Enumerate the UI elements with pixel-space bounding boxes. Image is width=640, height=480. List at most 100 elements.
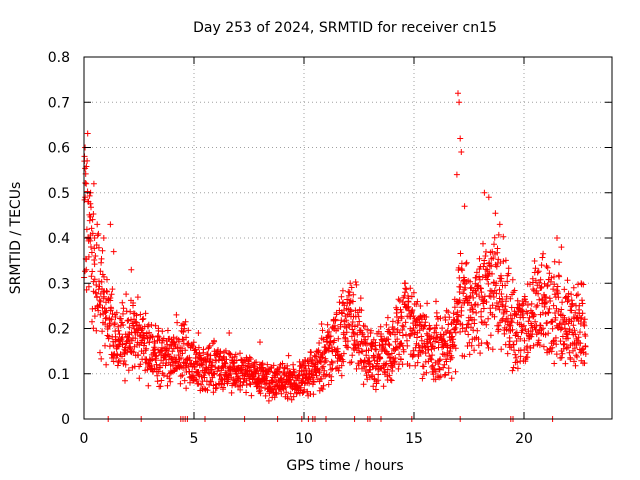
- data-point: [489, 302, 496, 309]
- data-point: [562, 360, 569, 367]
- data-point: [572, 331, 579, 338]
- data-point: [92, 289, 99, 296]
- data-point: [181, 321, 188, 328]
- y-axis-label: SRMTID / TECUs: [8, 182, 24, 295]
- data-point: [95, 307, 102, 314]
- data-point: [347, 280, 354, 287]
- data-points: [81, 90, 589, 422]
- data-point: [337, 321, 344, 328]
- data-point: [166, 370, 173, 377]
- y-tick-label: 0.8: [48, 50, 70, 66]
- data-point: [185, 327, 192, 334]
- data-point: [427, 339, 434, 346]
- data-point: [328, 358, 335, 365]
- x-tick-label: 5: [190, 431, 199, 447]
- data-point: [340, 299, 347, 306]
- data-point: [383, 360, 390, 367]
- data-point: [485, 280, 492, 287]
- data-point: [482, 253, 489, 259]
- data-point: [556, 259, 563, 266]
- data-point: [264, 361, 271, 368]
- data-point: [404, 337, 410, 344]
- data-point: [480, 240, 486, 247]
- data-point: [359, 331, 366, 338]
- data-point: [457, 328, 464, 335]
- data-point: [559, 350, 566, 357]
- data-point: [384, 314, 391, 321]
- data-point: [318, 321, 325, 327]
- data-point: [531, 311, 538, 318]
- data-point: [519, 327, 526, 334]
- data-point: [579, 346, 585, 353]
- data-point: [573, 292, 580, 299]
- data-point: [367, 366, 374, 373]
- data-point: [88, 204, 94, 211]
- data-point: [85, 283, 92, 290]
- data-point: [493, 300, 500, 306]
- data-point: [414, 298, 421, 305]
- data-point: [396, 297, 403, 304]
- data-point: [145, 382, 152, 389]
- data-point: [558, 244, 565, 251]
- data-point: [222, 360, 229, 367]
- data-point: [126, 336, 132, 343]
- data-point: [251, 363, 258, 370]
- data-point: [522, 298, 529, 305]
- data-point: [328, 377, 335, 384]
- data-point: [528, 300, 535, 307]
- data-point: [271, 394, 278, 401]
- data-point: [534, 269, 541, 276]
- data-point: [500, 233, 507, 240]
- data-point: [437, 373, 444, 380]
- data-point: [148, 322, 155, 328]
- data-point: [563, 345, 570, 352]
- data-point: [508, 304, 515, 311]
- data-point: [246, 380, 253, 387]
- data-point: [97, 349, 103, 356]
- data-point: [454, 309, 461, 316]
- data-point: [338, 362, 345, 369]
- data-point: [89, 216, 96, 223]
- data-point: [204, 351, 211, 358]
- data-point: [437, 356, 444, 363]
- data-point: [453, 171, 460, 178]
- data-point: [395, 296, 402, 303]
- data-point: [405, 295, 412, 302]
- data-point: [373, 346, 380, 353]
- data-point: [325, 381, 332, 388]
- data-point: [140, 315, 147, 322]
- data-point: [114, 352, 121, 359]
- data-point: [149, 333, 156, 340]
- data-point: [514, 365, 521, 372]
- data-point: [387, 376, 394, 383]
- data-point: [350, 291, 357, 298]
- data-point: [433, 309, 440, 316]
- data-point: [448, 375, 455, 382]
- data-point: [284, 395, 291, 402]
- data-point: [142, 310, 149, 317]
- data-point: [115, 327, 122, 334]
- data-point: [184, 340, 191, 347]
- data-point: [396, 343, 403, 350]
- data-point: [538, 262, 545, 269]
- data-point: [146, 339, 153, 346]
- data-point: [406, 362, 413, 369]
- data-point: [475, 336, 482, 343]
- data-point: [365, 333, 371, 340]
- data-point: [582, 333, 589, 339]
- data-point: [513, 312, 520, 318]
- data-point: [204, 387, 211, 394]
- data-point: [377, 354, 383, 361]
- data-point: [544, 264, 551, 271]
- data-point: [461, 353, 468, 360]
- data-point: [436, 357, 443, 364]
- data-point: [473, 269, 480, 276]
- data-point: [457, 135, 464, 142]
- data-point: [545, 330, 552, 337]
- data-point: [217, 348, 224, 355]
- data-point: [83, 226, 90, 233]
- data-point: [456, 297, 463, 304]
- data-point: [524, 302, 531, 308]
- data-point: [441, 372, 448, 379]
- data-point: [442, 317, 449, 323]
